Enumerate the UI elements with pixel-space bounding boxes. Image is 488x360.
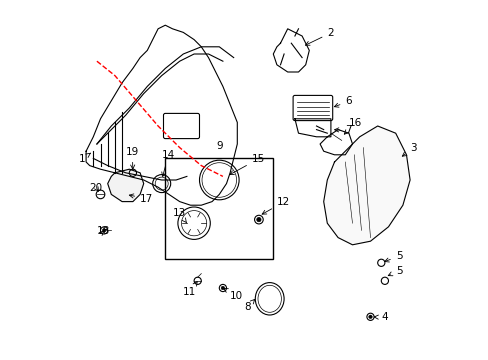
Bar <box>165 158 273 259</box>
Text: 7: 7 <box>334 125 351 135</box>
Text: 3: 3 <box>402 143 416 156</box>
Circle shape <box>102 229 106 232</box>
Text: 6: 6 <box>334 96 351 107</box>
Text: 4: 4 <box>373 312 387 323</box>
Text: 1: 1 <box>79 153 90 164</box>
Text: 8: 8 <box>244 300 254 312</box>
FancyBboxPatch shape <box>163 113 199 139</box>
Text: 14: 14 <box>162 150 175 176</box>
Text: 15: 15 <box>229 154 264 175</box>
Polygon shape <box>107 169 143 202</box>
Text: 13: 13 <box>172 208 186 223</box>
Circle shape <box>368 315 371 319</box>
FancyBboxPatch shape <box>292 95 332 121</box>
Text: 17: 17 <box>129 194 153 204</box>
Text: 10: 10 <box>223 288 243 301</box>
Text: 16: 16 <box>344 118 362 134</box>
Text: 5: 5 <box>387 266 402 276</box>
Text: 20: 20 <box>89 183 102 193</box>
Text: 9: 9 <box>216 141 222 151</box>
Polygon shape <box>323 126 409 245</box>
Text: 11: 11 <box>183 282 197 297</box>
Text: 5: 5 <box>384 251 402 262</box>
Text: 12: 12 <box>262 197 289 214</box>
Text: 2: 2 <box>305 28 333 45</box>
Text: 18: 18 <box>97 226 110 236</box>
Text: 19: 19 <box>125 147 139 169</box>
Circle shape <box>256 217 261 222</box>
Circle shape <box>221 286 224 290</box>
